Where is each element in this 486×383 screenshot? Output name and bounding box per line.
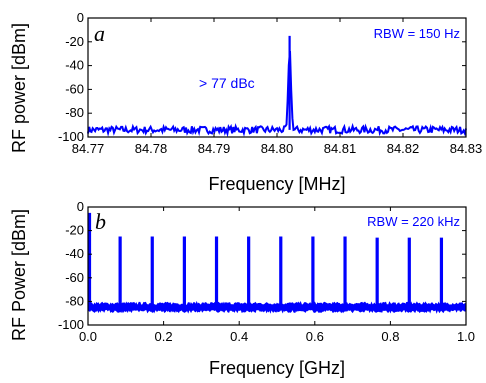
panel-b-x-tick-label: 0.0 bbox=[79, 329, 97, 344]
panel-b: 0 -20 -40 -60 -80 -100 0.0 0.2 0.4 0.6 0.8 1.0 b R… bbox=[9, 199, 475, 378]
panel-b-plot-area bbox=[87, 206, 467, 326]
panel-a-y-tick-label: -20 bbox=[65, 34, 84, 49]
panel-a-spectrum-line bbox=[87, 50, 467, 138]
panel-b-y-tick-label: -40 bbox=[65, 246, 84, 261]
panel-b-y-tick-label: -60 bbox=[65, 270, 84, 285]
panel-b-x-tick-label: 0.2 bbox=[155, 329, 173, 344]
panel-b-y-axis-label: RF Power [dBm] bbox=[9, 209, 29, 341]
panel-b-label: b bbox=[95, 209, 106, 234]
panel-b-x-tick-label: 0.8 bbox=[381, 329, 399, 344]
panel-a-y-axis-label: RF power [dBm] bbox=[9, 23, 29, 153]
panel-a-y-tick-label: 0 bbox=[77, 10, 84, 25]
panel-a-x-axis-label: Frequency [MHz] bbox=[208, 174, 345, 194]
panel-a-x-tick-label: 84.80 bbox=[261, 141, 294, 156]
panel-a-x-ticks: 84.77 84.78 84.79 84.80 84.81 84.82 84.83 bbox=[72, 18, 483, 156]
panel-b-x-tick-label: 0.6 bbox=[306, 329, 324, 344]
panel-a-x-tick-label: 84.79 bbox=[198, 141, 231, 156]
panel-b-y-tick-label: -20 bbox=[65, 223, 84, 238]
panel-a-y-tick-label: -100 bbox=[58, 129, 84, 144]
panel-b-x-axis-label: Frequency [GHz] bbox=[209, 358, 345, 378]
panel-a-x-tick-label: 84.78 bbox=[135, 141, 168, 156]
panel-b-frame bbox=[87, 206, 467, 326]
panel-a-rbw-annotation: RBW = 150 Hz bbox=[374, 26, 460, 41]
panel-a: 0-20-40-60-80-100 84.77 84.78 84.79 84.80 84… bbox=[9, 10, 482, 194]
panel-a-y-tick-label: -40 bbox=[65, 58, 84, 73]
panel-b-y-tick-label: -100 bbox=[58, 317, 84, 332]
panel-b-trace bbox=[87, 212, 467, 314]
panel-a-y-ticks: 0 -20 -40 -60 -80 -100 bbox=[58, 10, 466, 144]
panel-a-dbc-annotation: > 77 dBc bbox=[199, 75, 255, 91]
panel-a-trace bbox=[87, 35, 467, 138]
panel-b-y-tick-label: -80 bbox=[65, 293, 84, 308]
panel-a-label: a bbox=[94, 21, 105, 46]
panel-a-y-tick-label: -60 bbox=[65, 81, 84, 96]
panel-a-y-tick-label: -80 bbox=[65, 105, 84, 120]
panel-b-x-tick-label: 1.0 bbox=[457, 329, 475, 344]
panel-a-x-tick-label: 84.83 bbox=[450, 141, 483, 156]
panel-a-x-tick-label: 84.82 bbox=[387, 141, 420, 156]
panel-b-y-ticks: 0 -20 -40 -60 -80 -100 bbox=[58, 199, 466, 332]
panel-b-x-tick-label: 0.4 bbox=[230, 329, 248, 344]
panel-b-y-tick-label: 0 bbox=[77, 199, 84, 214]
panel-b-x-ticks: 0.0 0.2 0.4 0.6 0.8 1.0 bbox=[79, 207, 475, 344]
panel-b-rbw-annotation: RBW = 220 kHz bbox=[367, 214, 460, 229]
panel-a-x-tick-label: 84.81 bbox=[324, 141, 357, 156]
panel-a-x-tick-label: 84.77 bbox=[72, 141, 105, 156]
